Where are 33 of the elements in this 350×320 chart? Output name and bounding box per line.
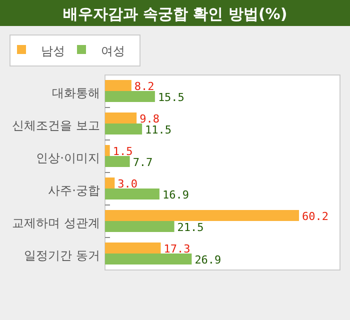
data-label: 60.2 [302,210,328,223]
data-label: 3.0 [118,178,138,190]
y-tick-label: 신체조건을 보고 [12,118,100,132]
bar [105,254,192,264]
data-label: 17.3 [164,242,190,256]
bar [105,145,110,156]
bar [105,156,130,167]
data-label: 7.7 [132,156,153,169]
bar [105,178,115,188]
data-label: 1.5 [112,145,133,158]
bar [105,242,161,254]
y-tick-label: 일정기간 동거 [24,248,100,262]
chart-title: 배우자감과 속궁합 확인 방법(%) [62,5,288,23]
y-tick-label: 인상·이미지 [36,151,100,165]
bar [105,124,142,134]
data-label: 9.8 [140,112,160,126]
data-label: 8.2 [134,80,154,93]
bar [105,91,155,102]
bar [105,221,174,232]
y-tick-label: 대화통해 [52,86,100,100]
data-label: 16.9 [162,188,189,202]
data-label: 21.5 [177,221,204,234]
bar [105,80,132,91]
bar [105,210,299,221]
legend-label: 남성 [41,44,65,58]
y-tick-label: 교제하며 성관계 [12,216,100,230]
data-label: 26.9 [194,254,222,266]
bar [105,188,160,200]
y-tick-label: 사주·궁합 [48,184,100,198]
data-label: 11.5 [145,124,172,136]
data-label: 15.5 [158,91,184,104]
legend-label: 여성 [101,44,125,58]
bar [105,112,137,124]
